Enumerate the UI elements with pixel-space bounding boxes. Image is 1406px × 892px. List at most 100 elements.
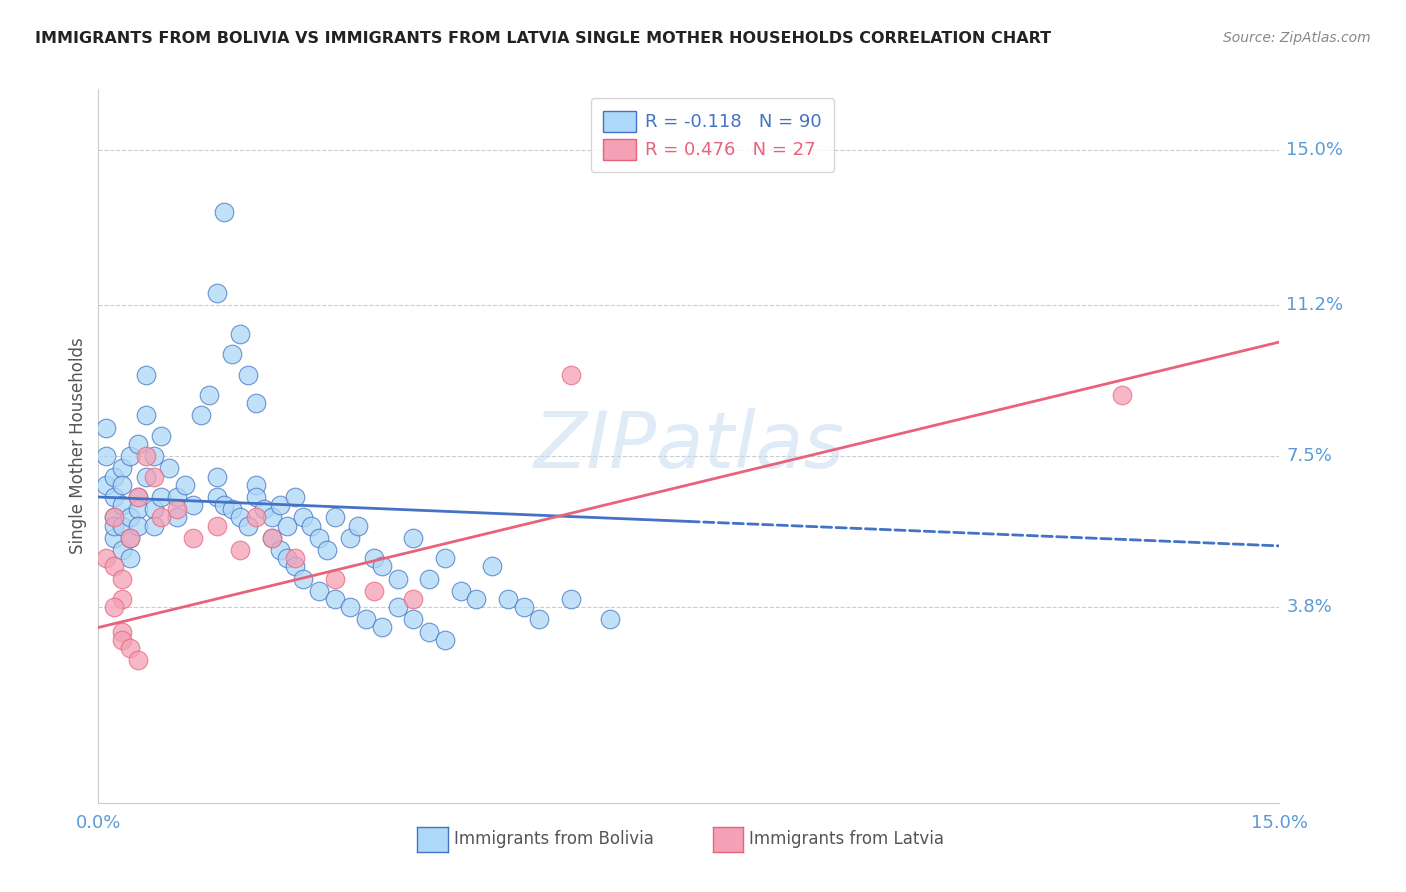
Point <box>269 498 291 512</box>
Point <box>181 531 204 545</box>
Point <box>205 518 228 533</box>
Text: 3.8%: 3.8% <box>1286 598 1333 616</box>
Point <box>418 572 440 586</box>
Point <box>308 583 330 598</box>
Point <box>111 498 134 512</box>
Point <box>118 449 141 463</box>
Point <box>174 477 197 491</box>
Point <box>450 583 472 598</box>
Point <box>118 510 141 524</box>
Point <box>142 449 165 463</box>
Point <box>402 531 425 545</box>
Point <box>433 632 456 647</box>
Point <box>111 543 134 558</box>
Point <box>292 510 315 524</box>
Point <box>236 368 259 382</box>
Point <box>166 510 188 524</box>
Point <box>103 510 125 524</box>
Point <box>127 490 149 504</box>
Point <box>229 510 252 524</box>
Point <box>529 612 551 626</box>
Point <box>111 477 134 491</box>
Point <box>103 469 125 483</box>
Point <box>292 572 315 586</box>
Point <box>166 490 188 504</box>
Point <box>253 502 276 516</box>
Point <box>166 502 188 516</box>
Point <box>323 572 346 586</box>
Point <box>260 531 283 545</box>
Point <box>103 531 125 545</box>
Text: 15.0%: 15.0% <box>1286 141 1344 160</box>
Point <box>433 551 456 566</box>
Point <box>118 531 141 545</box>
Point <box>465 591 488 606</box>
Point <box>214 204 236 219</box>
Text: IMMIGRANTS FROM BOLIVIA VS IMMIGRANTS FROM LATVIA SINGLE MOTHER HOUSEHOLDS CORRE: IMMIGRANTS FROM BOLIVIA VS IMMIGRANTS FR… <box>35 31 1052 46</box>
Point <box>260 510 283 524</box>
Point <box>308 531 330 545</box>
Point <box>245 490 267 504</box>
Point <box>315 543 337 558</box>
Point <box>339 531 361 545</box>
Point <box>96 551 118 566</box>
Point <box>111 591 134 606</box>
Point <box>221 502 243 516</box>
Point <box>197 388 219 402</box>
Point <box>135 469 157 483</box>
Point <box>229 543 252 558</box>
Point <box>512 600 534 615</box>
Point <box>214 498 236 512</box>
Text: ZIPatlas: ZIPatlas <box>533 408 845 484</box>
Point <box>269 543 291 558</box>
Point <box>205 469 228 483</box>
Point <box>127 437 149 451</box>
Legend: R = -0.118   N = 90, R = 0.476   N = 27: R = -0.118 N = 90, R = 0.476 N = 27 <box>591 98 834 172</box>
Point <box>363 551 385 566</box>
Point <box>260 531 283 545</box>
Point <box>96 449 118 463</box>
Point <box>96 420 118 434</box>
Point <box>111 518 134 533</box>
Point <box>323 510 346 524</box>
Point <box>127 490 149 504</box>
Point <box>142 502 165 516</box>
Point <box>103 600 125 615</box>
Point <box>103 559 125 574</box>
Point <box>284 551 307 566</box>
Point <box>402 612 425 626</box>
Point <box>560 368 582 382</box>
Point <box>96 477 118 491</box>
Point <box>363 583 385 598</box>
Point <box>181 498 204 512</box>
Point <box>299 518 322 533</box>
Point <box>276 518 298 533</box>
Point <box>111 461 134 475</box>
Point <box>142 469 165 483</box>
Point <box>103 490 125 504</box>
Text: 7.5%: 7.5% <box>1286 447 1333 466</box>
Point <box>118 640 141 655</box>
Point <box>496 591 519 606</box>
Text: Immigrants from Bolivia: Immigrants from Bolivia <box>454 830 654 848</box>
Y-axis label: Single Mother Households: Single Mother Households <box>69 338 87 554</box>
Point <box>150 510 173 524</box>
Point <box>387 600 409 615</box>
Point <box>245 477 267 491</box>
Point <box>387 572 409 586</box>
Point <box>599 612 621 626</box>
Point <box>118 531 141 545</box>
Point <box>150 429 173 443</box>
Point <box>347 518 370 533</box>
Point <box>284 490 307 504</box>
Point <box>111 572 134 586</box>
Point <box>371 620 394 634</box>
Text: Source: ZipAtlas.com: Source: ZipAtlas.com <box>1223 31 1371 45</box>
Point <box>221 347 243 361</box>
Point <box>229 326 252 341</box>
Point <box>481 559 503 574</box>
Point <box>1111 388 1133 402</box>
Point <box>354 612 377 626</box>
Point <box>103 518 125 533</box>
Point <box>323 591 346 606</box>
